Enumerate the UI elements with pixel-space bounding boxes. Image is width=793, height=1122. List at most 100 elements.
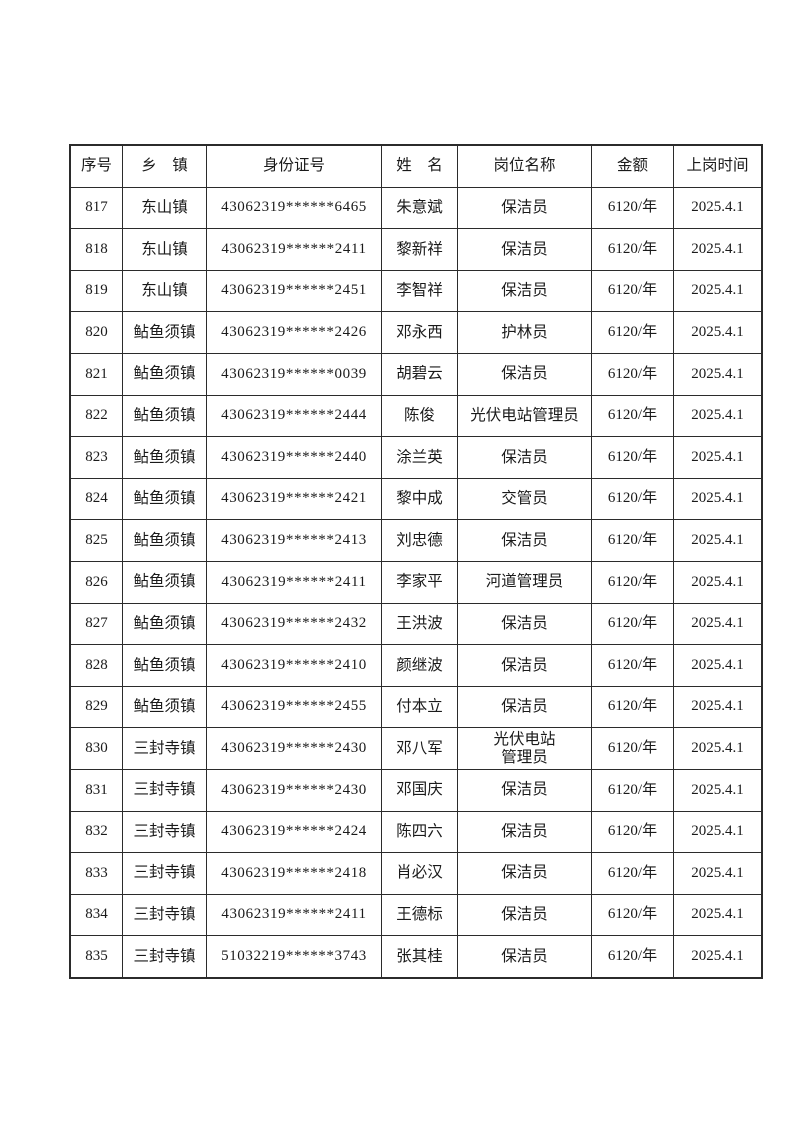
cell-name: 邓永西	[381, 311, 458, 354]
table-row: 822 鲇鱼须镇 43062319******2444 陈俊 光伏电站管理员 6120/年…	[69, 394, 763, 438]
cell-index: 825	[69, 519, 123, 562]
table-row: 833 三封寺镇 43062319******2418 肖必汉 保洁员 6120/年 202…	[69, 852, 763, 895]
cell-amount: 6120/年	[591, 768, 674, 812]
cell-name: 张其桂	[381, 935, 458, 979]
cell-amount: 6120/年	[591, 269, 674, 313]
cell-start_date: 2025.4.1	[673, 186, 763, 230]
cell-name: 邓八军	[381, 727, 458, 770]
cell-amount: 6120/年	[591, 311, 674, 354]
cell-id: 43062319******2432	[206, 602, 382, 646]
cell-position: 保洁员	[457, 352, 592, 396]
cell-town: 鲇鱼须镇	[122, 477, 207, 521]
cell-amount: 6120/年	[591, 352, 674, 396]
cell-name: 陈四六	[381, 810, 458, 854]
cell-position: 保洁员	[457, 768, 592, 812]
cell-id: 43062319******0039	[206, 352, 382, 396]
table-row: 821 鲇鱼须镇 43062319******0039 胡碧云 保洁员 6120/年 202…	[69, 352, 763, 396]
cell-position: 河道管理员	[457, 560, 592, 604]
cell-id: 51032219******3743	[206, 935, 382, 979]
cell-position: 护林员	[457, 311, 592, 354]
cell-town: 东山镇	[122, 269, 207, 313]
cell-index: 818	[69, 228, 123, 271]
table-body: 817 东山镇 43062319******6465 朱意斌 保洁员 6120/年 2025…	[69, 186, 763, 979]
table-row: 817 东山镇 43062319******6465 朱意斌 保洁员 6120/年 2025…	[69, 186, 763, 230]
cell-id: 43062319******2413	[206, 519, 382, 562]
cell-position: 保洁员	[457, 644, 592, 687]
cell-town: 三封寺镇	[122, 727, 207, 770]
cell-start_date: 2025.4.1	[673, 311, 763, 354]
cell-amount: 6120/年	[591, 893, 674, 937]
cell-id: 43062319******2426	[206, 311, 382, 354]
cell-id: 43062319******2410	[206, 644, 382, 687]
cell-name: 刘忠德	[381, 519, 458, 562]
cell-position: 光伏电站管理员	[457, 394, 592, 438]
cell-amount: 6120/年	[591, 186, 674, 230]
cell-name: 李智祥	[381, 269, 458, 313]
cell-town: 三封寺镇	[122, 810, 207, 854]
cell-start_date: 2025.4.1	[673, 477, 763, 521]
cell-town: 鲇鱼须镇	[122, 685, 207, 729]
cell-town: 东山镇	[122, 228, 207, 271]
cell-start_date: 2025.4.1	[673, 727, 763, 770]
cell-start_date: 2025.4.1	[673, 602, 763, 646]
cell-index: 823	[69, 436, 123, 479]
cell-name: 李家平	[381, 560, 458, 604]
cell-name: 肖必汉	[381, 852, 458, 895]
table-row: 823 鲇鱼须镇 43062319******2440 涂兰英 保洁员 6120/年 202…	[69, 436, 763, 479]
cell-town: 鲇鱼须镇	[122, 560, 207, 604]
cell-position: 保洁员	[457, 269, 592, 313]
cell-town: 鲇鱼须镇	[122, 644, 207, 687]
cell-start_date: 2025.4.1	[673, 810, 763, 854]
cell-amount: 6120/年	[591, 852, 674, 895]
cell-town: 鲇鱼须镇	[122, 602, 207, 646]
table-row: 832 三封寺镇 43062319******2424 陈四六 保洁员 6120/年 202…	[69, 810, 763, 854]
table-row: 834 三封寺镇 43062319******2411 王德标 保洁员 6120/年 202…	[69, 893, 763, 937]
cell-start_date: 2025.4.1	[673, 228, 763, 271]
cell-id: 43062319******2451	[206, 269, 382, 313]
cell-id: 43062319******2430	[206, 768, 382, 812]
cell-index: 834	[69, 893, 123, 937]
cell-start_date: 2025.4.1	[673, 852, 763, 895]
cell-start_date: 2025.4.1	[673, 519, 763, 562]
cell-start_date: 2025.4.1	[673, 644, 763, 687]
cell-town: 三封寺镇	[122, 935, 207, 979]
cell-index: 817	[69, 186, 123, 230]
cell-start_date: 2025.4.1	[673, 560, 763, 604]
cell-position: 保洁员	[457, 685, 592, 729]
cell-id: 43062319******2411	[206, 893, 382, 937]
cell-index: 832	[69, 810, 123, 854]
cell-id: 43062319******2424	[206, 810, 382, 854]
cell-town: 东山镇	[122, 186, 207, 230]
cell-amount: 6120/年	[591, 685, 674, 729]
table-row: 818 东山镇 43062319******2411 黎新祥 保洁员 6120/年 2025…	[69, 228, 763, 271]
table-row: 820 鲇鱼须镇 43062319******2426 邓永西 护林员 6120/年 202…	[69, 311, 763, 354]
table-row: 831 三封寺镇 43062319******2430 邓国庆 保洁员 6120/年 202…	[69, 768, 763, 812]
cell-amount: 6120/年	[591, 519, 674, 562]
cell-id: 43062319******2418	[206, 852, 382, 895]
table-row: 827 鲇鱼须镇 43062319******2432 王洪波 保洁员 6120/年 202…	[69, 602, 763, 646]
cell-index: 829	[69, 685, 123, 729]
cell-index: 835	[69, 935, 123, 979]
table-row: 825 鲇鱼须镇 43062319******2413 刘忠德 保洁员 6120/年 202…	[69, 519, 763, 562]
table-row: 830 三封寺镇 43062319******2430 邓八军 光伏电站 管理员 6120…	[69, 727, 763, 770]
cell-amount: 6120/年	[591, 477, 674, 521]
cell-amount: 6120/年	[591, 560, 674, 604]
cell-amount: 6120/年	[591, 810, 674, 854]
cell-amount: 6120/年	[591, 436, 674, 479]
table-row: 829 鲇鱼须镇 43062319******2455 付本立 保洁员 6120/年 202…	[69, 685, 763, 729]
cell-town: 三封寺镇	[122, 768, 207, 812]
cell-position: 交管员	[457, 477, 592, 521]
cell-id: 43062319******2411	[206, 228, 382, 271]
cell-name: 付本立	[381, 685, 458, 729]
cell-index: 831	[69, 768, 123, 812]
table-row: 819 东山镇 43062319******2451 李智祥 保洁员 6120/年 2025…	[69, 269, 763, 313]
header-position: 岗位名称	[457, 144, 592, 188]
cell-id: 43062319******2411	[206, 560, 382, 604]
cell-id: 43062319******2421	[206, 477, 382, 521]
cell-position: 保洁员	[457, 810, 592, 854]
cell-id: 43062319******2455	[206, 685, 382, 729]
cell-id: 43062319******6465	[206, 186, 382, 230]
cell-town: 鲇鱼须镇	[122, 394, 207, 438]
personnel-roster-table: 序号乡 镇身份证号姓 名岗位名称 金额 上岗时间 817 东山镇 43062319***…	[69, 144, 763, 979]
